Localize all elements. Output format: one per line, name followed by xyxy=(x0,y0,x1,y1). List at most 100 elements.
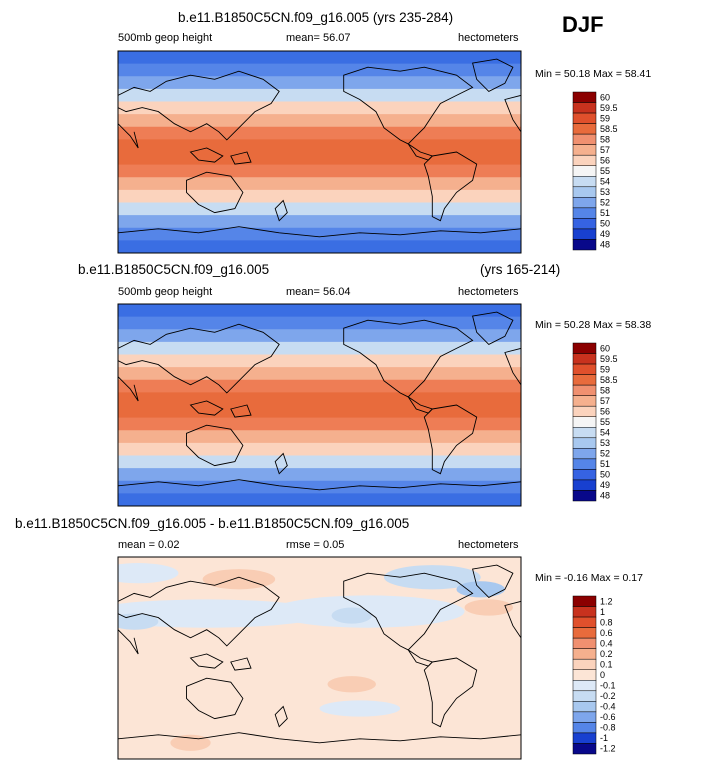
panel-1-variable-label: 500mb geop height xyxy=(118,32,213,44)
colorbar-2-swatch xyxy=(572,353,597,365)
colorbar-2-swatch xyxy=(572,395,597,407)
coastline xyxy=(472,311,514,345)
panel-3-units-label: hectometers xyxy=(458,539,519,551)
coastline xyxy=(423,657,478,728)
colorbar-3-swatch xyxy=(572,627,597,639)
colorbar-2-label: 50 xyxy=(600,470,610,480)
colorbar-3-swatch xyxy=(572,722,597,734)
colorbar-3-label: 0.1 xyxy=(600,659,613,669)
colorbar-3-label: -0.2 xyxy=(600,691,616,701)
map-3-anomaly xyxy=(327,676,376,693)
colorbar-1-swatch xyxy=(572,91,597,103)
map-3-anomaly xyxy=(118,563,179,584)
coastline xyxy=(118,226,521,238)
coastline xyxy=(343,66,474,145)
map-1-band xyxy=(118,152,521,166)
coastline xyxy=(472,58,514,92)
colorbar-2-label: 51 xyxy=(600,459,610,469)
coastline xyxy=(274,199,288,222)
map-2-band xyxy=(118,354,521,368)
map-1-band xyxy=(118,164,521,178)
map-1-band xyxy=(118,139,521,153)
panel-1-units-label: hectometers xyxy=(458,32,519,44)
colorbar-2-swatch xyxy=(572,363,597,375)
colorbar-2-label: 59 xyxy=(600,364,610,374)
panel-1-title: b.e11.B1850C5CN.f09_g16.005 (yrs 235-284… xyxy=(178,10,454,25)
colorbar-1-swatch xyxy=(572,239,597,251)
map-1-band xyxy=(118,126,521,140)
colorbar-3-label: 0 xyxy=(600,670,605,680)
coastline xyxy=(504,94,521,133)
map-2-field xyxy=(118,304,521,506)
colorbar-2-label: 55 xyxy=(600,417,610,427)
colorbar-2-swatch xyxy=(572,342,597,354)
coastline xyxy=(189,400,224,416)
map-2-band xyxy=(118,341,521,356)
colorbar-3-label: -1.2 xyxy=(600,744,616,754)
colorbar-1-label: 48 xyxy=(600,240,610,250)
colorbar-2-swatch xyxy=(572,416,597,428)
map-2-band xyxy=(118,430,521,444)
colorbar-1-label: 51 xyxy=(600,208,610,218)
map-1-band xyxy=(118,63,521,77)
season-label: DJF xyxy=(562,12,604,37)
colorbar-3-label: 1.2 xyxy=(600,596,613,606)
map-3-anomaly xyxy=(118,599,328,628)
colorbar-2-swatch xyxy=(572,469,597,481)
map-1-band xyxy=(118,177,521,191)
coastline xyxy=(504,600,521,639)
colorbar-2-swatch xyxy=(572,427,597,439)
colorbar-1-label: 52 xyxy=(600,198,610,208)
coastline xyxy=(118,323,280,394)
map-3-anomaly xyxy=(118,613,159,630)
colorbar-1-swatch xyxy=(572,123,597,135)
colorbar-3-label: 0.6 xyxy=(600,628,613,638)
colorbar-3-label: -1 xyxy=(600,733,608,743)
coastline xyxy=(423,404,478,475)
colorbar-2-label: 48 xyxy=(600,491,610,501)
map-2-band xyxy=(118,316,521,330)
coastline xyxy=(230,404,252,418)
colorbar-1-swatch xyxy=(572,207,597,219)
map-3-anomaly xyxy=(464,599,513,616)
colorbar-3-swatch xyxy=(572,743,597,755)
colorbar-2-label: 58.5 xyxy=(600,375,618,385)
panel-3-title: b.e11.B1850C5CN.f09_g16.005 - b.e11.B185… xyxy=(15,516,410,531)
colorbar-2-label: 52 xyxy=(600,449,610,459)
coastline xyxy=(504,347,521,386)
map-2-band xyxy=(118,493,521,506)
colorbar-1-label: 53 xyxy=(600,187,610,197)
colorbar-1-label: 59.5 xyxy=(600,103,618,113)
coastline xyxy=(118,70,280,141)
panel-2-title: b.e11.B1850C5CN.f09_g16.005 xyxy=(78,262,270,277)
coastline xyxy=(186,424,244,467)
map-1-field xyxy=(118,51,521,253)
coastline xyxy=(118,576,280,647)
map-3-field xyxy=(118,557,521,759)
colorbar-1-label: 55 xyxy=(600,166,610,176)
coastline xyxy=(274,705,288,728)
colorbar-2-label: 58 xyxy=(600,385,610,395)
map-2-band xyxy=(118,480,521,494)
colorbar-2-label: 53 xyxy=(600,438,610,448)
colorbar-3-swatch xyxy=(572,669,597,681)
coastline xyxy=(118,123,139,149)
colorbar-3-swatch xyxy=(572,606,597,618)
coastline xyxy=(230,657,252,671)
map-3-anomaly xyxy=(170,734,211,751)
colorbar-1-swatch xyxy=(572,133,597,145)
coastline xyxy=(118,732,521,744)
colorbar-1-label: 49 xyxy=(600,229,610,239)
colorbar-2-swatch xyxy=(572,437,597,449)
colorbar-1-label: 58.5 xyxy=(600,124,618,134)
map-2-band xyxy=(118,379,521,393)
colorbar-1-label: 58 xyxy=(600,134,610,144)
colorbar-2-label: 56 xyxy=(600,406,610,416)
colorbar-3-swatch xyxy=(572,595,597,607)
map-2-band xyxy=(118,329,521,343)
coastline xyxy=(423,151,478,222)
colorbar-3-swatch xyxy=(572,658,597,670)
colorbar-1-label: 59 xyxy=(600,113,610,123)
colorbar-2-swatch xyxy=(572,448,597,460)
colorbar-2-swatch xyxy=(572,384,597,396)
